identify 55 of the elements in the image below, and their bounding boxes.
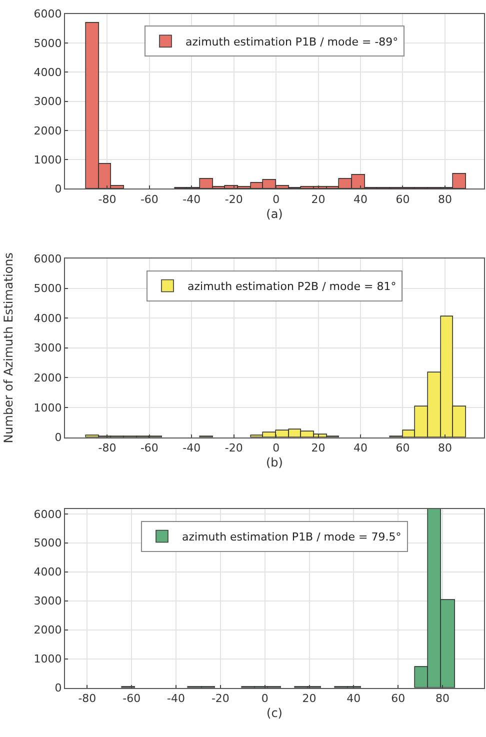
y-tick-label: 1000 [34, 652, 62, 666]
y-tick-label: 4000 [34, 312, 62, 325]
legend-label: azimuth estimation P1B / mode = -89° [186, 35, 398, 48]
y-tick-label: 5000 [34, 36, 62, 50]
x-tick-label: 80 [435, 692, 450, 705]
x-tick-label: -40 [182, 441, 201, 454]
x-tick-label: 0 [261, 692, 268, 705]
x-tick-label: -80 [78, 692, 96, 705]
x-tick-label: 60 [391, 692, 406, 705]
y-axis-title: Number of Azimuth Estimations [2, 252, 16, 444]
y-tick-label: 0 [54, 431, 62, 444]
y-tick-label: 1000 [34, 153, 62, 166]
x-tick-label: 40 [346, 692, 361, 705]
x-tick-label: -60 [122, 692, 141, 705]
x-tick-label: 20 [311, 192, 326, 206]
y-tick-label: 0 [54, 182, 62, 196]
y-tick-label: 2000 [34, 372, 62, 385]
x-tick-label: -40 [167, 692, 186, 705]
y-tick-label: 2000 [34, 624, 62, 637]
x-tick-label: 0 [272, 192, 280, 206]
legend-label: azimuth estimation P2B / mode = 81° [188, 280, 396, 294]
x-tick-label: -60 [140, 441, 158, 454]
y-tick-label: 5000 [34, 536, 62, 550]
x-tick-label: 80 [438, 192, 452, 206]
x-axis-title: (c) [266, 706, 282, 720]
x-tick-label: -40 [182, 192, 201, 206]
y-tick-label: 0 [54, 682, 62, 695]
x-tick-label: -20 [224, 192, 243, 206]
x-tick-label: 80 [438, 441, 452, 454]
y-tick-label: 3000 [34, 95, 62, 108]
x-tick-label: 40 [354, 192, 368, 206]
x-tick-label: -80 [98, 192, 116, 206]
x-tick-label: -60 [140, 192, 158, 206]
x-tick-label: 0 [272, 441, 280, 454]
x-tick-label: 60 [396, 441, 410, 454]
y-tick-label: 6000 [34, 8, 62, 21]
x-tick-label: 20 [302, 692, 316, 705]
legend-label: azimuth estimation P1B / mode = 79.5° [182, 530, 402, 544]
y-tick-label: 3000 [34, 594, 62, 608]
y-tick-label: 2000 [34, 124, 62, 138]
y-tick-label: 5000 [34, 282, 62, 296]
y-tick-label: 1000 [34, 401, 62, 414]
x-tick-label: -20 [224, 441, 243, 454]
x-tick-label: 40 [354, 441, 368, 454]
y-tick-label: 6000 [34, 508, 62, 521]
x-tick-label: -20 [211, 692, 230, 705]
x-tick-label: 20 [311, 441, 326, 454]
x-axis-title: (b) [266, 455, 283, 470]
x-axis-title: (a) [266, 206, 283, 221]
y-tick-label: 3000 [34, 342, 62, 355]
x-tick-label: 60 [396, 192, 410, 206]
y-tick-label: 4000 [34, 566, 62, 579]
x-tick-label: -80 [98, 441, 116, 454]
y-tick-label: 4000 [34, 66, 62, 79]
y-tick-label: 6000 [34, 252, 62, 266]
